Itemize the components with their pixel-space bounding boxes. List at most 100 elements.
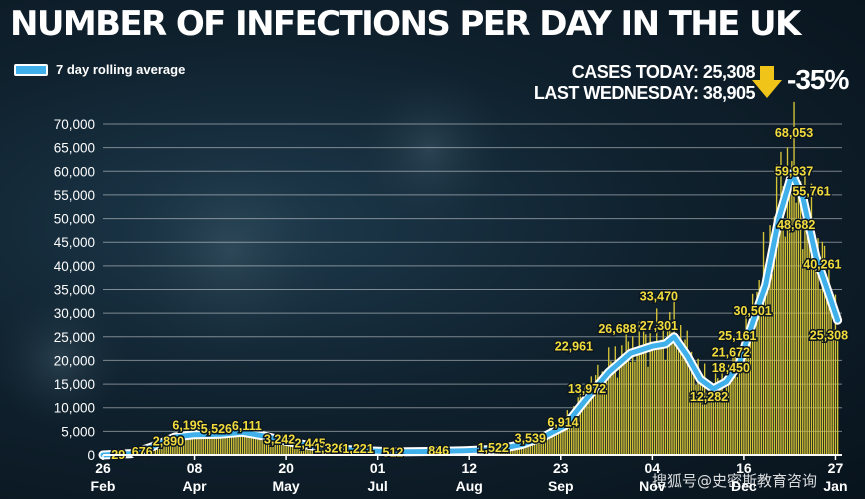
daily-bar bbox=[200, 432, 202, 455]
legend-swatch bbox=[14, 63, 48, 76]
daily-bar bbox=[573, 406, 575, 455]
daily-bar bbox=[815, 269, 817, 455]
daily-bar bbox=[270, 437, 272, 455]
x-tick-day: 08 bbox=[187, 460, 203, 476]
daily-bar bbox=[165, 442, 167, 455]
daily-bar bbox=[830, 312, 832, 455]
daily-bar bbox=[276, 438, 279, 455]
daily-bar bbox=[267, 436, 270, 455]
data-label: 40,261 bbox=[803, 258, 841, 272]
daily-bar bbox=[516, 445, 518, 455]
daily-bar bbox=[261, 433, 263, 455]
daily-bar bbox=[699, 375, 701, 455]
daily-bar bbox=[758, 280, 760, 455]
daily-bar bbox=[235, 433, 237, 455]
y-tick-label: 60,000 bbox=[54, 164, 95, 179]
daily-bar bbox=[804, 169, 806, 455]
daily-bar bbox=[233, 425, 235, 455]
x-tick-day: 01 bbox=[370, 460, 386, 476]
x-tick-day: 04 bbox=[645, 460, 661, 476]
daily-bar bbox=[712, 398, 715, 455]
daily-bar bbox=[666, 321, 669, 455]
daily-bar bbox=[553, 427, 555, 455]
y-tick-label: 50,000 bbox=[54, 212, 95, 227]
data-label: 22,961 bbox=[555, 339, 593, 353]
daily-bar bbox=[588, 399, 590, 455]
daily-bar bbox=[629, 362, 632, 455]
daily-bar bbox=[226, 428, 228, 455]
data-label: 3,539 bbox=[515, 431, 546, 445]
data-label: 59,937 bbox=[775, 165, 813, 179]
daily-bar bbox=[738, 350, 741, 455]
daily-bar bbox=[198, 426, 200, 455]
daily-bar bbox=[677, 350, 680, 455]
daily-bar bbox=[660, 339, 662, 455]
x-tick-month: Aug bbox=[456, 478, 483, 494]
y-tick-label: 15,000 bbox=[54, 377, 95, 392]
daily-bar bbox=[653, 344, 656, 455]
daily-bar bbox=[612, 363, 614, 455]
daily-bar bbox=[163, 442, 165, 455]
daily-bar bbox=[673, 294, 675, 455]
daily-bar bbox=[257, 429, 259, 455]
data-label: 512 bbox=[383, 446, 404, 460]
daily-bar bbox=[782, 186, 784, 456]
daily-bar bbox=[727, 364, 730, 455]
daily-bar bbox=[799, 181, 802, 455]
daily-bar bbox=[723, 392, 725, 455]
case-stats: CASES TODAY: 25,308 LAST WEDNESDAY: 38,9… bbox=[533, 62, 756, 104]
daily-bar bbox=[599, 389, 601, 455]
daily-bar bbox=[246, 426, 248, 455]
daily-bar bbox=[222, 431, 224, 455]
daily-bar bbox=[708, 385, 710, 455]
daily-bar bbox=[684, 339, 686, 455]
y-tick-label: 35,000 bbox=[54, 283, 95, 298]
daily-bar bbox=[717, 378, 719, 455]
daily-bar bbox=[656, 308, 658, 455]
daily-bar bbox=[542, 434, 545, 455]
daily-bar bbox=[649, 333, 651, 455]
daily-bar bbox=[285, 441, 287, 455]
y-tick-label: 20,000 bbox=[54, 353, 95, 368]
daily-bar bbox=[616, 377, 619, 455]
daily-bar bbox=[675, 333, 678, 455]
daily-bar bbox=[594, 375, 597, 455]
cases-today: CASES TODAY: 25,308 bbox=[571, 62, 756, 82]
daily-bar bbox=[693, 366, 695, 455]
down-arrow-icon bbox=[752, 66, 782, 98]
daily-bar bbox=[217, 434, 220, 455]
daily-bar bbox=[241, 432, 244, 455]
daily-bar bbox=[632, 336, 634, 455]
daily-bar bbox=[191, 429, 194, 455]
daily-bar bbox=[527, 443, 529, 455]
daily-bar bbox=[710, 382, 712, 455]
daily-bar bbox=[560, 420, 562, 455]
daily-bar bbox=[810, 183, 813, 455]
daily-bar bbox=[586, 397, 588, 455]
daily-bar bbox=[741, 357, 743, 455]
daily-bar bbox=[614, 346, 616, 455]
daily-bar bbox=[823, 245, 826, 455]
daily-bar bbox=[749, 312, 752, 455]
daily-bar bbox=[289, 443, 292, 455]
daily-bar bbox=[302, 444, 305, 455]
data-label: 676 bbox=[132, 445, 153, 459]
daily-bar bbox=[802, 249, 804, 455]
daily-bar bbox=[821, 241, 824, 455]
daily-bar bbox=[529, 440, 531, 455]
daily-bar bbox=[706, 392, 708, 455]
daily-bar bbox=[734, 353, 736, 455]
daily-bar bbox=[767, 276, 769, 455]
daily-bar bbox=[754, 337, 756, 455]
data-label: 13,972 bbox=[568, 382, 606, 396]
y-tick-label: 70,000 bbox=[54, 117, 95, 132]
daily-bar bbox=[627, 341, 630, 455]
last-wednesday: LAST WEDNESDAY: 38,905 bbox=[533, 83, 756, 103]
data-label: 27,301 bbox=[640, 319, 678, 333]
daily-bar bbox=[751, 293, 754, 455]
data-label: 6,199 bbox=[172, 419, 203, 433]
daily-bar bbox=[719, 388, 721, 455]
daily-bar bbox=[721, 371, 723, 455]
daily-bar bbox=[714, 373, 717, 455]
